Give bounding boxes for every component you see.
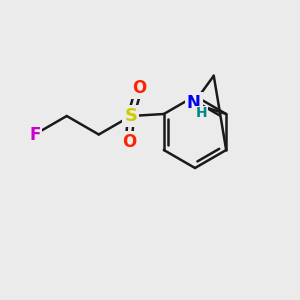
Text: N: N (187, 94, 201, 112)
Text: F: F (29, 125, 40, 143)
Text: O: O (132, 79, 146, 97)
Text: S: S (124, 107, 137, 125)
Text: H: H (196, 106, 208, 120)
Text: O: O (122, 133, 136, 151)
